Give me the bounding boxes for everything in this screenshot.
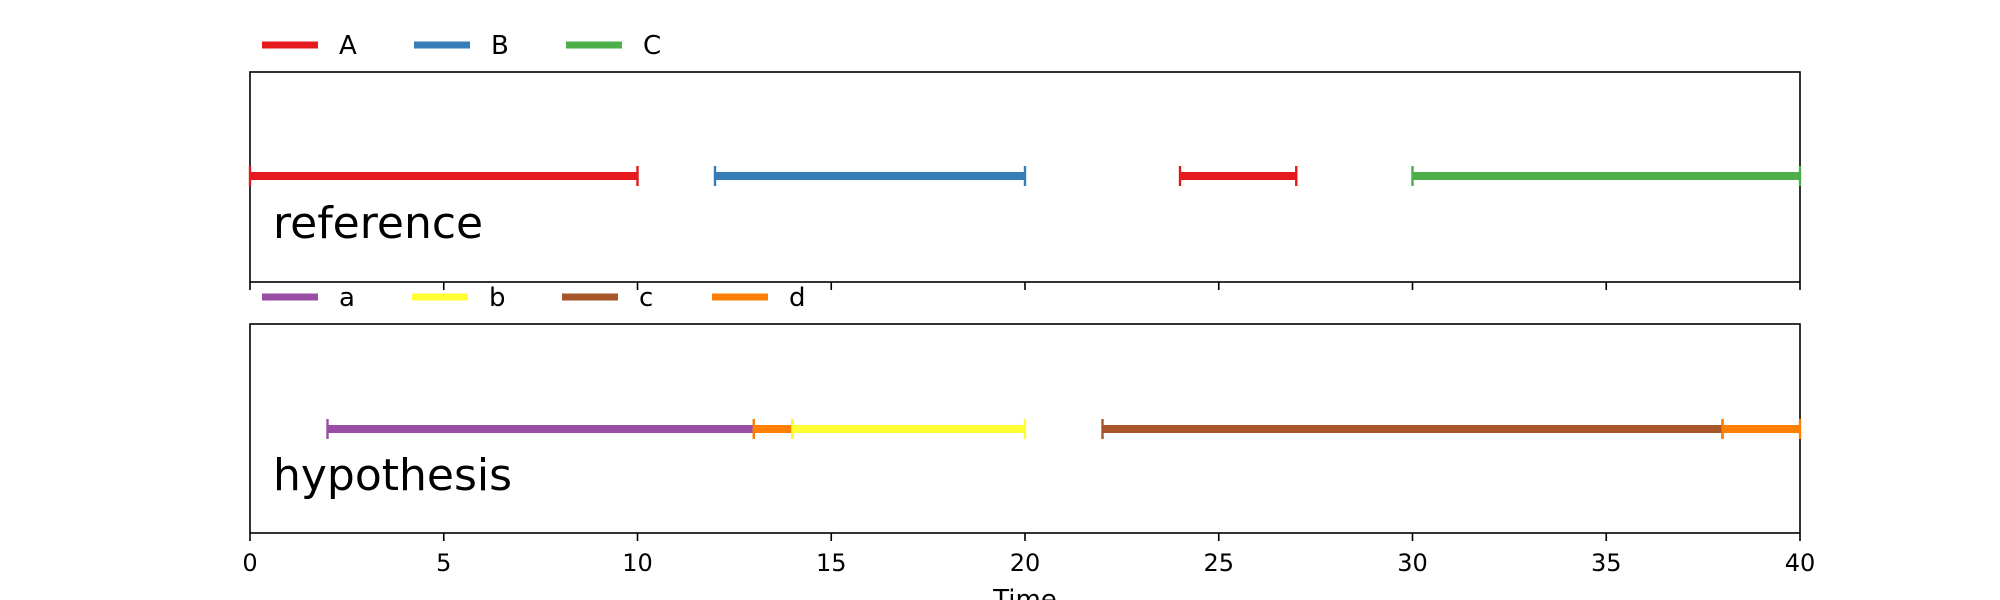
x-tick-label-20: 20 — [1010, 549, 1041, 577]
hypothesis-legend-label-b: b — [489, 283, 506, 313]
hypothesis-legend-label-c: c — [639, 283, 653, 313]
x-axis-label: Time — [992, 585, 1057, 600]
x-tick-label-0: 0 — [242, 549, 257, 577]
x-tick-label-25: 25 — [1203, 549, 1234, 577]
hypothesis-panel: a b c d hypothesis — [249, 283, 1802, 541]
reference-legend-label-A: A — [339, 31, 357, 61]
x-tick-label-15: 15 — [816, 549, 847, 577]
x-tick-label-30: 30 — [1397, 549, 1428, 577]
hypothesis-panel-label: hypothesis — [273, 450, 512, 501]
reference-panel-label: reference — [273, 198, 483, 249]
x-tick-label-35: 35 — [1591, 549, 1622, 577]
x-tick-label-40: 40 — [1785, 549, 1816, 577]
x-axis: 0 5 10 15 20 25 30 35 40 — [242, 549, 1815, 577]
hypothesis-legend-label-d: d — [789, 283, 806, 313]
x-tick-label-10: 10 — [622, 549, 653, 577]
x-tick-label-5: 5 — [436, 549, 451, 577]
reference-legend-label-B: B — [491, 31, 509, 61]
reference-legend-label-C: C — [643, 31, 661, 61]
hypothesis-legend-label-a: a — [339, 283, 355, 313]
